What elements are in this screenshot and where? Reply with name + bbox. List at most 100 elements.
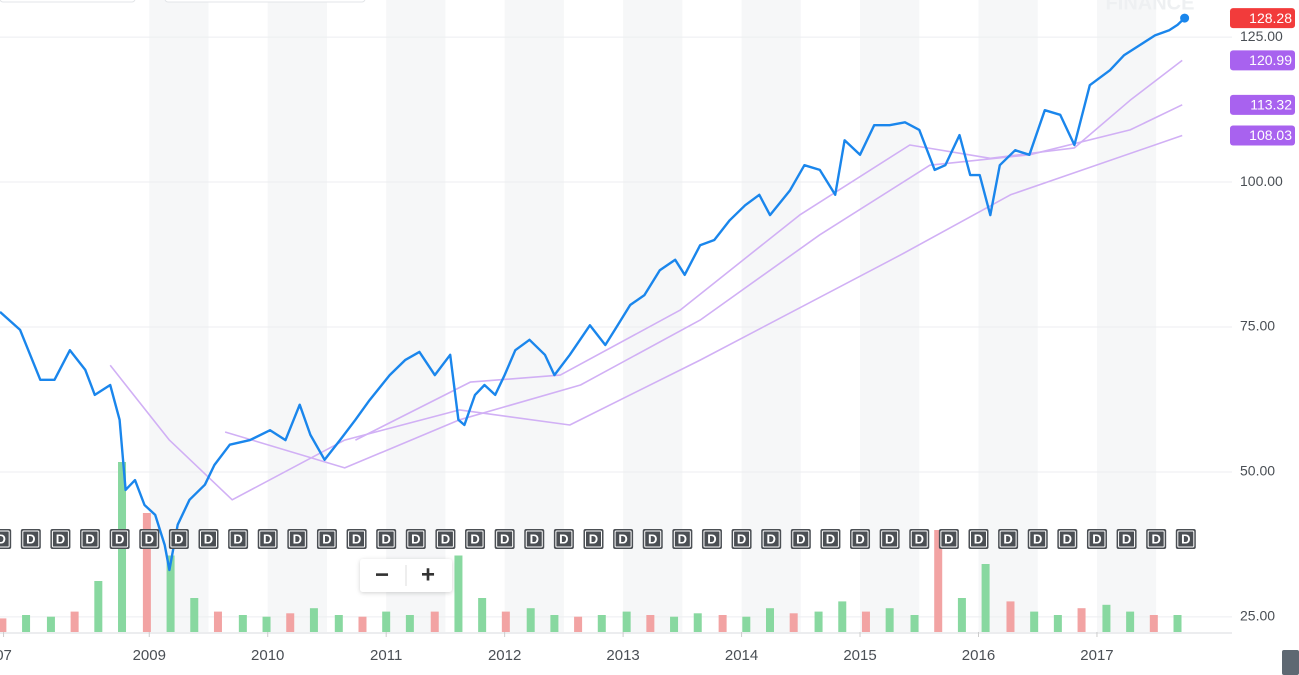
x-tick-label: 2012 [488,647,521,664]
year-band [267,0,327,632]
dividend-label: D [530,531,539,546]
y-tick-label: 25.00 [1240,608,1275,624]
volume-bar [622,611,631,632]
dividend-inner [318,530,336,548]
volume-bar [1053,615,1062,632]
zoom-in-button[interactable]: + [421,561,435,588]
corner-button[interactable] [1282,650,1299,675]
dividend-label: D [1122,531,1131,546]
volume-bar [646,615,655,632]
dividend-inner [1029,530,1047,548]
year-band [623,0,683,632]
dividend-inner [81,530,99,548]
dividend-label: D [737,531,746,546]
dividend-inner [910,530,928,548]
dividend-inner [762,530,780,548]
dividend-box [50,529,71,549]
y-tick-label: 75.00 [1240,318,1275,334]
volume-bar [501,611,510,632]
volume-bar [526,608,535,632]
plot-area [0,17,1186,632]
volume-bar [478,598,487,632]
year-band [978,0,1038,632]
dividend-box [20,529,41,549]
volume-bar [213,611,222,632]
dividend-label: D [707,531,716,546]
dividend-label: D [293,531,302,546]
volume-bar [693,613,702,632]
price-tags: 108.03 113.32 120.99 128.28 [1230,8,1295,146]
volume-bar [550,615,559,632]
dividend-box [1027,529,1048,549]
volume-bar [382,611,391,632]
x-tick-label: 07 [0,647,12,664]
volume-bar [838,601,847,632]
zoom-out-button[interactable]: − [375,561,389,588]
dividend-label: D [263,531,272,546]
volume-bar [861,611,870,632]
price-tag-label: 108.03 [1249,127,1292,143]
year-band [1096,0,1157,632]
dividend-box [405,529,426,549]
price-tag: 120.99 [1230,50,1295,71]
dividend-label: D [648,531,657,546]
dividend-inner [170,530,188,548]
dividend-inner [525,530,543,548]
dividend-inner [0,530,10,548]
price-tag-box [1230,50,1295,71]
x-tick-label: 2014 [725,647,758,664]
volume-bar [670,616,679,632]
dividend-label: D [1181,531,1190,546]
dividend-box [642,529,663,549]
price-tag-box [1230,125,1295,146]
dividend-label: D [470,531,479,546]
dividend-label: D [974,531,983,546]
dividend-box [139,529,160,549]
dividend-label: D [766,531,775,546]
dividend-label: D [352,531,361,546]
dividend-label: D [1003,531,1012,546]
year-band [504,0,564,632]
dividend-box [257,529,278,549]
price-tag-box [1230,8,1295,29]
dividend-box [790,529,811,549]
dividend-inner [999,530,1017,548]
dividend-inner [1088,530,1106,548]
dividend-label: D [1092,531,1101,546]
price-tag-label: 113.32 [1250,97,1292,113]
volume-bar [1149,615,1158,632]
volume-bar [309,608,318,632]
volume-bar [405,615,414,632]
volume-bar [934,530,943,632]
dividend-inner [584,530,602,548]
dividend-label: D [411,531,420,546]
dividend-label: D [618,531,627,546]
dividend-inner [348,530,366,548]
dividend-label: D [915,531,924,546]
dividend-box [109,529,130,549]
dividend-box [1175,529,1196,549]
volume-bar [766,608,774,632]
price-tag: 128.28 [1230,8,1295,29]
dividend-inner [614,530,632,548]
volume-bar [1030,611,1039,632]
volume-bar [358,616,367,632]
dividend-inner [51,530,69,548]
dividend-box [198,529,219,549]
dividend-label: D [1151,531,1160,546]
dividend-box [287,529,308,549]
dividend-inner [881,530,899,548]
volume-bar [22,615,31,632]
volume-bar [166,555,175,632]
dividend-label: D [678,531,687,546]
volume-bar [574,616,583,632]
background-bands [149,0,1157,632]
moving-average-line [355,59,1183,441]
volume-bar [142,513,151,632]
toolbar-box [0,0,136,3]
toolbar-box [164,0,366,3]
volume-bar [814,611,823,632]
price-tag: 108.03 [1230,125,1295,146]
